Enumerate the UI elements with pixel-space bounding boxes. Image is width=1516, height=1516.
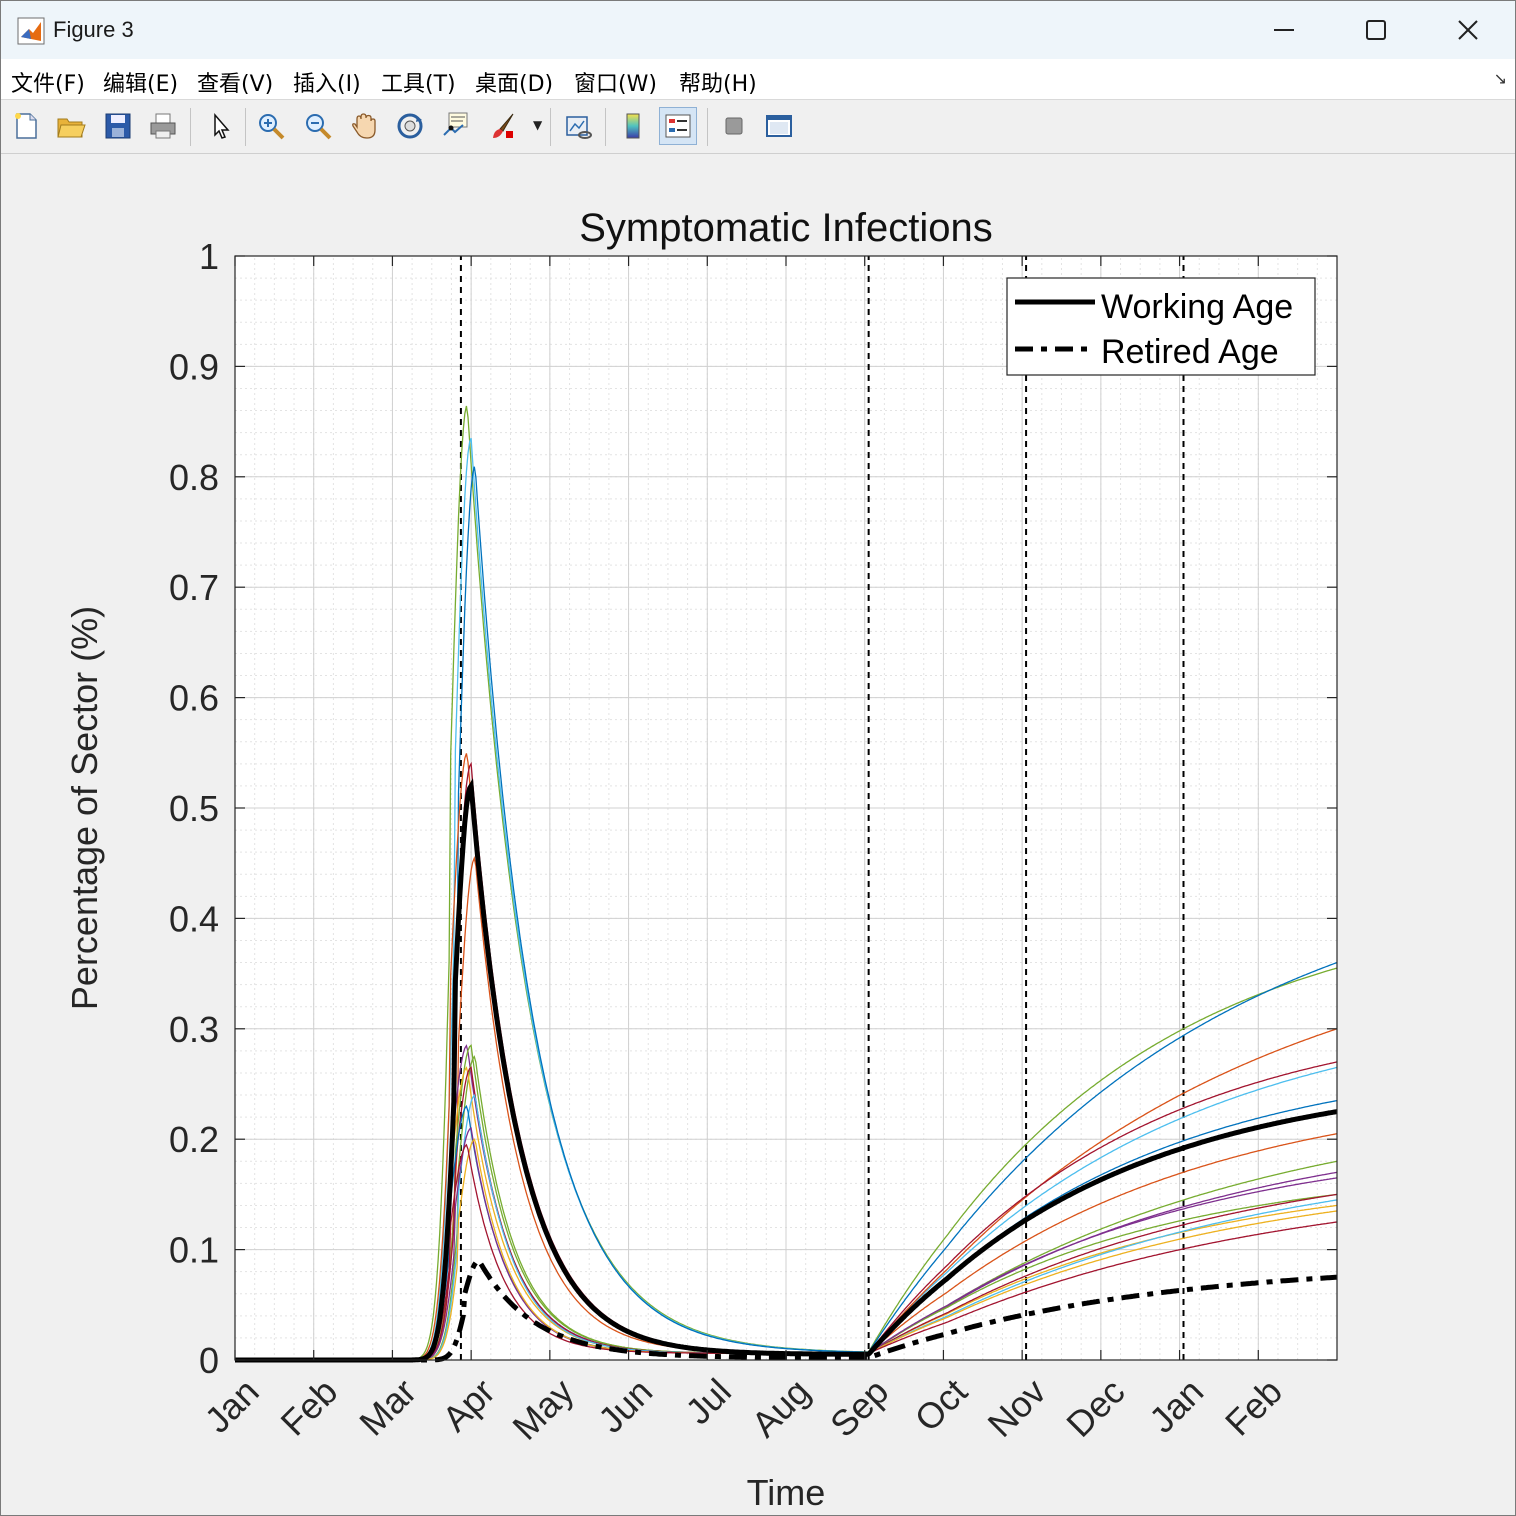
x-tick-label: Oct (906, 1371, 975, 1440)
legend[interactable]: Working Age Retired Age (1006, 277, 1316, 376)
matlab-app-icon (17, 17, 45, 45)
pan-hand-icon (352, 113, 376, 139)
y-tick-label: 0.2 (169, 1119, 219, 1160)
title-bar: Figure 3 (1, 1, 1515, 59)
open-file-icon (57, 118, 86, 138)
link-plot-icon (566, 116, 592, 139)
zoom-out-icon (306, 114, 332, 140)
open-file-button[interactable] (52, 107, 90, 145)
y-tick-label: 0.5 (169, 788, 219, 829)
save-button[interactable] (99, 107, 137, 145)
menu-window[interactable]: 窗口(W) (574, 72, 657, 97)
save-icon (105, 113, 131, 139)
colorbar-button[interactable] (614, 107, 652, 145)
x-tick-label: Sep (822, 1371, 896, 1445)
x-tick-label: Mar (351, 1371, 424, 1444)
menu-bar: 文件(F) 编辑(E) 查看(V) 插入(I) 工具(T) 桌面(D) 窗口(W… (1, 59, 1515, 100)
link-plot-button[interactable] (559, 107, 597, 145)
y-tick-label: 0.3 (169, 1009, 219, 1050)
zoom-out-button[interactable] (299, 107, 337, 145)
data-cursor-icon (443, 112, 468, 136)
y-tick-label: 0.1 (169, 1230, 219, 1271)
menu-edit[interactable]: 编辑(E) (103, 72, 179, 97)
new-figure-button[interactable] (7, 107, 45, 145)
close-button[interactable] (1422, 1, 1514, 59)
x-tick-label: Jun (590, 1371, 660, 1441)
x-tick-label: Feb (1217, 1371, 1290, 1444)
hide-plot-tools-icon (725, 117, 743, 135)
legend-retired-label: Retired Age (1101, 333, 1279, 371)
menu-tools[interactable]: 工具(T) (381, 72, 456, 97)
x-tick-label: Jul (677, 1371, 739, 1433)
show-plot-tools-button[interactable] (760, 107, 798, 145)
x-tick-label: Feb (273, 1371, 346, 1444)
zoom-in-icon (259, 114, 285, 140)
x-tick-label: Apr (434, 1371, 503, 1440)
brush-button[interactable] (484, 107, 522, 145)
y-tick-label: 0.6 (169, 678, 219, 719)
colorbar-icon (626, 113, 640, 139)
new-figure-icon (15, 113, 37, 139)
x-tick-label: May (504, 1371, 581, 1448)
maximize-icon (1366, 20, 1386, 40)
axis-ticks (234, 255, 1337, 1361)
brush-dropdown-icon[interactable]: ▼ (533, 118, 543, 132)
menu-help[interactable]: 帮助(H) (679, 72, 757, 97)
event-markers (459, 256, 1185, 1360)
menu-file[interactable]: 文件(F) (11, 72, 85, 97)
x-tick-label: Jan (197, 1371, 267, 1441)
menu-desktop[interactable]: 桌面(D) (475, 72, 554, 97)
pan-button[interactable] (345, 107, 383, 145)
x-tick-label: Aug (743, 1371, 817, 1445)
y-tick-label: 0.7 (169, 567, 219, 608)
pointer-button[interactable] (201, 107, 239, 145)
menu-view[interactable]: 查看(V) (197, 72, 274, 97)
y-tick-label: 0.8 (169, 457, 219, 498)
zoom-in-button[interactable] (252, 107, 290, 145)
brush-icon (493, 113, 514, 138)
data-cursor-button[interactable] (437, 107, 475, 145)
x-tick-label: Jan (1141, 1371, 1211, 1441)
y-tick-label: 0 (199, 1340, 219, 1381)
y-tick-labels: 0 0.1 0.2 0.3 0.4 0.5 0.6 0.7 0.8 0.9 1 (169, 236, 219, 1381)
minimize-icon (1274, 29, 1294, 31)
minimize-button[interactable] (1238, 1, 1330, 59)
legend-button[interactable] (659, 107, 697, 145)
y-axis-label: Percentage of Sector (%) (64, 606, 105, 1010)
y-tick-label: 1 (199, 236, 219, 277)
x-tick-label: Nov (980, 1371, 1054, 1445)
figure-canvas: 00.10.20.30.40.50.60.70.80.91 Jan Feb Mar A… (64, 206, 1338, 1513)
print-button[interactable] (144, 107, 182, 145)
rotate-3d-icon (397, 113, 423, 139)
print-icon (150, 113, 176, 139)
show-plot-tools-icon (766, 115, 792, 137)
dock-arrow-icon[interactable]: ↘ (1493, 69, 1507, 88)
toolbar: ▼ (1, 100, 1515, 154)
legend-icon (665, 114, 691, 138)
y-tick-label: 0.9 (169, 346, 219, 387)
x-axis-label: Time (747, 1472, 826, 1513)
legend-working-label: Working Age (1101, 288, 1293, 326)
pointer-icon (214, 112, 230, 139)
x-tick-labels: Jan Feb Mar Apr May Jun Jul Aug Sep Oct Nov Dec Jan F… (197, 1371, 1290, 1448)
hide-plot-tools-button[interactable] (715, 107, 753, 145)
window-title: Figure 3 (53, 17, 134, 42)
rotate-3d-button[interactable] (391, 107, 429, 145)
y-tick-label: 0.4 (169, 898, 219, 939)
chart-title: Symptomatic Infections (579, 206, 993, 250)
x-tick-label: Dec (1058, 1371, 1132, 1445)
close-icon (1458, 20, 1478, 40)
maximize-button[interactable] (1330, 1, 1422, 59)
menu-insert[interactable]: 插入(I) (293, 72, 361, 97)
